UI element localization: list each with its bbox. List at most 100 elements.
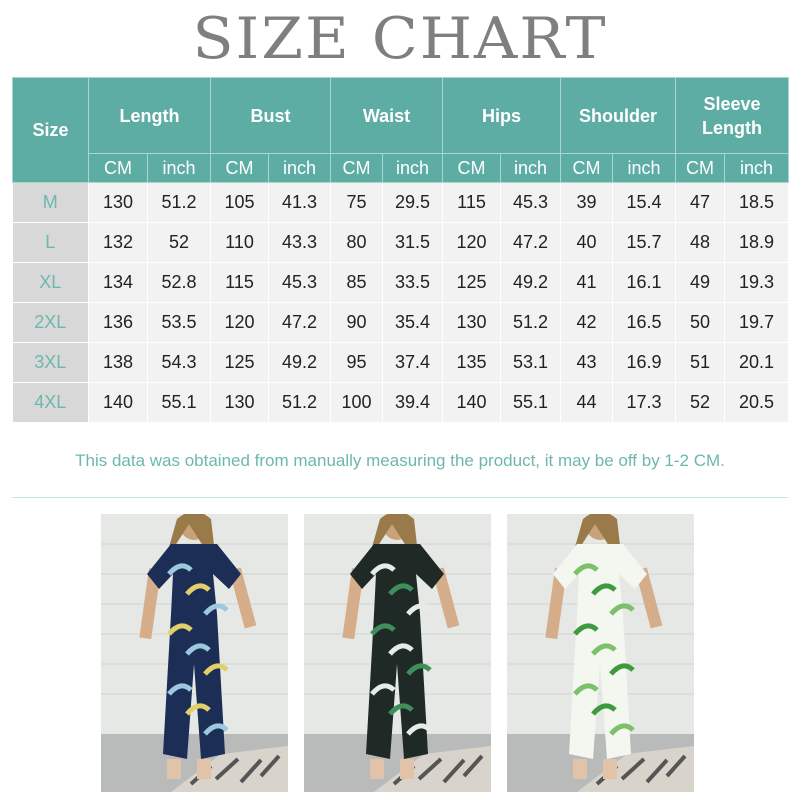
column-header-sleeve-length: Sleeve Length bbox=[675, 77, 790, 154]
value-cell: 135 bbox=[442, 342, 501, 383]
value-cell: 15.4 bbox=[612, 182, 677, 223]
value-cell: 52 bbox=[147, 222, 211, 263]
value-cell: 55.1 bbox=[500, 382, 562, 423]
value-cell: 85 bbox=[330, 262, 383, 303]
value-cell: 54.3 bbox=[147, 342, 211, 383]
value-cell: 40 bbox=[560, 222, 614, 263]
value-cell: 105 bbox=[210, 182, 269, 223]
value-cell: 18.9 bbox=[724, 222, 790, 263]
value-cell: 110 bbox=[210, 222, 269, 263]
value-cell: 20.5 bbox=[724, 382, 790, 423]
value-cell: 41.3 bbox=[268, 182, 331, 223]
value-cell: 90 bbox=[330, 302, 383, 343]
value-cell: 49 bbox=[675, 262, 726, 303]
column-header-shoulder: Shoulder bbox=[560, 77, 677, 154]
value-cell: 130 bbox=[88, 182, 148, 223]
size-table: Size Length Bust Waist Hips Shoulder Sleeve L… bbox=[12, 77, 790, 423]
value-cell: 95 bbox=[330, 342, 383, 383]
table-row: XL 134 52.8 115 45.3 85 33.5 125 49.2 41 16.1 49 19.… bbox=[12, 262, 790, 303]
table-row: 3XL 138 54.3 125 49.2 95 37.4 135 53.1 43 16.9 51 20… bbox=[12, 342, 790, 383]
value-cell: 130 bbox=[210, 382, 269, 423]
value-cell: 43 bbox=[560, 342, 614, 383]
page-title: SIZE CHART bbox=[192, 5, 608, 73]
value-cell: 19.7 bbox=[724, 302, 790, 343]
value-cell: 120 bbox=[210, 302, 269, 343]
value-cell: 53.1 bbox=[500, 342, 562, 383]
value-cell: 16.5 bbox=[612, 302, 677, 343]
value-cell: 47.2 bbox=[500, 222, 562, 263]
size-cell: 3XL bbox=[12, 342, 89, 383]
value-cell: 136 bbox=[88, 302, 148, 343]
value-cell: 31.5 bbox=[382, 222, 443, 263]
size-cell: 4XL bbox=[12, 382, 89, 423]
unit-header-inch: inch bbox=[147, 153, 211, 183]
value-cell: 134 bbox=[88, 262, 148, 303]
value-cell: 75 bbox=[330, 182, 383, 223]
value-cell: 51.2 bbox=[147, 182, 211, 223]
value-cell: 140 bbox=[442, 382, 501, 423]
value-cell: 130 bbox=[442, 302, 501, 343]
value-cell: 41 bbox=[560, 262, 614, 303]
value-cell: 18.5 bbox=[724, 182, 790, 223]
value-cell: 44 bbox=[560, 382, 614, 423]
size-cell: M bbox=[12, 182, 89, 223]
value-cell: 47.2 bbox=[268, 302, 331, 343]
value-cell: 45.3 bbox=[268, 262, 331, 303]
value-cell: 49.2 bbox=[268, 342, 331, 383]
value-cell: 35.4 bbox=[382, 302, 443, 343]
value-cell: 51 bbox=[675, 342, 726, 383]
value-cell: 43.3 bbox=[268, 222, 331, 263]
value-cell: 33.5 bbox=[382, 262, 443, 303]
value-cell: 16.1 bbox=[612, 262, 677, 303]
unit-header-cm: CM bbox=[210, 153, 269, 183]
column-header-hips: Hips bbox=[441, 77, 562, 154]
unit-header-inch: inch bbox=[268, 153, 331, 183]
unit-header-cm: CM bbox=[330, 153, 383, 183]
table-row: 2XL 136 53.5 120 47.2 90 35.4 130 51.2 42 16.5 50 19… bbox=[12, 302, 790, 343]
table-row: L 132 52 110 43.3 80 31.5 120 47.2 40 15.7 48 18.9 bbox=[12, 222, 790, 263]
value-cell: 132 bbox=[88, 222, 148, 263]
value-cell: 48 bbox=[675, 222, 726, 263]
unit-header-cm: CM bbox=[675, 153, 726, 183]
value-cell: 51.2 bbox=[268, 382, 331, 423]
value-cell: 80 bbox=[330, 222, 383, 263]
value-cell: 115 bbox=[442, 182, 501, 223]
value-cell: 39 bbox=[560, 182, 614, 223]
column-header-waist: Waist bbox=[330, 77, 443, 154]
value-cell: 53.5 bbox=[147, 302, 211, 343]
value-cell: 19.3 bbox=[724, 262, 790, 303]
value-cell: 37.4 bbox=[382, 342, 443, 383]
value-cell: 50 bbox=[675, 302, 726, 343]
value-cell: 125 bbox=[210, 342, 269, 383]
value-cell: 52.8 bbox=[147, 262, 211, 303]
table-row: M 130 51.2 105 41.3 75 29.5 115 45.3 39 15.4 47 18.5 bbox=[12, 182, 790, 223]
product-photo bbox=[507, 511, 694, 792]
value-cell: 45.3 bbox=[500, 182, 562, 223]
unit-header-cm: CM bbox=[442, 153, 501, 183]
product-photo bbox=[304, 511, 491, 792]
size-cell: 2XL bbox=[12, 302, 89, 343]
unit-header-cm: CM bbox=[560, 153, 614, 183]
value-cell: 120 bbox=[442, 222, 501, 263]
unit-header-cm: CM bbox=[88, 153, 148, 183]
value-cell: 42 bbox=[560, 302, 614, 343]
value-cell: 51.2 bbox=[500, 302, 562, 343]
unit-header-inch: inch bbox=[499, 153, 562, 183]
value-cell: 17.3 bbox=[612, 382, 677, 423]
unit-header-inch: inch bbox=[612, 153, 677, 183]
column-header-bust: Bust bbox=[210, 77, 331, 154]
value-cell: 29.5 bbox=[382, 182, 443, 223]
value-cell: 39.4 bbox=[382, 382, 443, 423]
value-cell: 138 bbox=[88, 342, 148, 383]
value-cell: 49.2 bbox=[500, 262, 562, 303]
measurement-note: This data was obtained from manually mea… bbox=[75, 451, 725, 470]
value-cell: 52 bbox=[675, 382, 726, 423]
value-cell: 15.7 bbox=[612, 222, 677, 263]
column-header-length: Length bbox=[88, 77, 211, 154]
product-photo bbox=[101, 511, 288, 792]
value-cell: 47 bbox=[675, 182, 726, 223]
size-cell: L bbox=[12, 222, 89, 263]
value-cell: 140 bbox=[88, 382, 148, 423]
value-cell: 20.1 bbox=[724, 342, 790, 383]
value-cell: 55.1 bbox=[147, 382, 211, 423]
